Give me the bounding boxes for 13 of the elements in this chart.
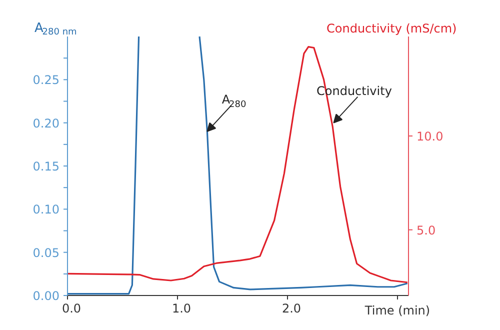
- y-tick-label: 0.20: [32, 116, 60, 130]
- y-tick-label: 0.15: [32, 160, 60, 174]
- x-tick-label: 0.0: [62, 302, 82, 316]
- y-tick-label: 0.05: [32, 246, 60, 260]
- x-axis-title: Time (min): [364, 304, 430, 318]
- y-tick-label: 0.25: [32, 73, 60, 88]
- y2-axis-title: Conductivity (mS/cm): [326, 22, 457, 36]
- y-tick-label: 0.10: [32, 202, 60, 217]
- x-tick-label: 2.0: [282, 302, 302, 316]
- y2-tick-label: 10.0: [416, 129, 444, 144]
- y2-tick-label: 5.0: [416, 223, 436, 238]
- y-tick-label: 0.00: [32, 289, 60, 303]
- x-tick-label: 1.0: [172, 302, 192, 316]
